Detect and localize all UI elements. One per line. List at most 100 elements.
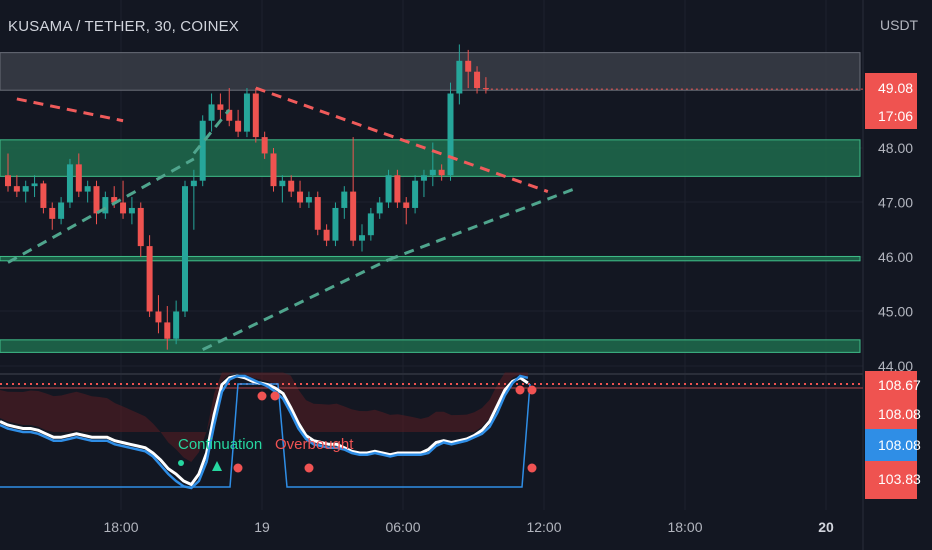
candle-body	[243, 93, 250, 132]
candle-body	[102, 197, 109, 214]
trendline-green	[202, 258, 390, 352]
candle-body	[429, 169, 436, 176]
signal-dot-red	[270, 391, 280, 401]
candle-body	[182, 186, 188, 312]
time-axis[interactable]: 18:00 19 06:00 12:00 18:00 20	[103, 519, 834, 535]
candle-body	[155, 311, 162, 323]
trendline-red	[16, 97, 124, 123]
candles[interactable]	[5, 44, 489, 350]
candle-body	[190, 180, 197, 187]
candle-body	[447, 93, 454, 176]
candle-body	[31, 183, 38, 187]
candle-body	[84, 186, 91, 192]
signal-labels: Continuation Overbought	[178, 436, 354, 453]
signal-dot-red	[233, 463, 243, 473]
candle-body	[297, 191, 304, 203]
signal-dot-red	[257, 391, 267, 401]
candle-body	[49, 207, 56, 219]
signal-dot-green	[178, 460, 184, 466]
signal-continuation: Continuation	[178, 436, 262, 453]
candle-body	[111, 197, 118, 203]
candle-body	[22, 186, 29, 192]
x-tick-label: 18:00	[667, 519, 702, 535]
candle-body	[385, 175, 392, 203]
osc-value-label: 108.08	[878, 437, 921, 453]
candle-body	[137, 207, 144, 247]
candle-body	[66, 164, 73, 203]
zone-gray	[0, 52, 861, 91]
x-tick-label: 18:00	[103, 519, 138, 535]
osc-badge-2	[865, 399, 917, 429]
candle-body	[75, 164, 82, 192]
x-tick-label: 19	[254, 519, 270, 535]
candle-body	[217, 104, 224, 110]
candle-body	[128, 207, 135, 214]
y-tick-label: 45.00	[878, 304, 913, 320]
candle-body	[146, 246, 153, 312]
candle-body	[13, 186, 20, 192]
candle-body	[394, 175, 401, 203]
candle-body	[173, 311, 180, 339]
price-axis[interactable]: USDT 44.00 45.00 46.00 47.00 48.00 49.08…	[865, 17, 921, 499]
candle-body	[474, 71, 481, 89]
zone-green	[0, 339, 861, 353]
trendlines[interactable]	[7, 86, 863, 352]
y-tick-label: 44.00	[878, 358, 913, 374]
candle-body	[235, 120, 242, 132]
candle-body	[332, 207, 339, 241]
candle-body	[367, 213, 374, 236]
candle-body	[5, 175, 11, 187]
osc-value-label: 103.83	[878, 471, 921, 487]
candle-body	[270, 153, 277, 187]
osc-series-blue	[0, 374, 529, 490]
candle-body	[40, 183, 47, 208]
trendline-red	[255, 86, 549, 194]
candle-body	[359, 235, 365, 241]
candle-body	[261, 137, 268, 154]
zones	[0, 52, 861, 353]
last-price-label: 49.08	[878, 80, 913, 96]
x-tick-label: 06:00	[385, 519, 420, 535]
oscillator-pane	[0, 372, 863, 490]
candle-body	[120, 202, 127, 214]
candle-body	[288, 180, 295, 192]
candle-body	[58, 202, 65, 219]
candle-body	[199, 120, 206, 181]
signal-dot-red	[515, 385, 525, 395]
candle-body	[208, 104, 215, 121]
candle-body	[93, 186, 100, 214]
signal-dot-red	[304, 463, 314, 473]
zone-green	[0, 255, 861, 262]
candle-body	[412, 180, 419, 208]
countdown-label: 17:06	[878, 108, 913, 124]
candle-body	[305, 197, 312, 203]
candle-body	[376, 202, 383, 214]
osc-band	[0, 372, 528, 462]
x-tick-label: 20	[818, 519, 834, 535]
signal-triangle-green	[212, 461, 222, 471]
y-tick-label: 48.00	[878, 140, 913, 156]
signal-dot-red	[527, 385, 537, 395]
candle-body	[279, 180, 286, 187]
signal-overbought: Overbought	[275, 436, 354, 453]
candle-body	[350, 191, 357, 241]
osc-step-line	[0, 383, 531, 488]
candle-body	[252, 93, 259, 138]
candle-body	[456, 60, 463, 94]
candle-body	[341, 191, 348, 208]
candle-body	[438, 169, 445, 176]
candle-body	[465, 60, 472, 72]
trendline-green	[192, 108, 231, 155]
candle-body	[323, 229, 330, 241]
candle-body	[482, 88, 489, 90]
y-tick-label: 47.00	[878, 195, 913, 211]
x-tick-label: 12:00	[526, 519, 561, 535]
osc-badge-4	[865, 461, 917, 499]
osc-value-label: 108.67	[878, 377, 921, 393]
y-tick-label: 46.00	[878, 249, 913, 265]
trendline-green	[7, 157, 195, 264]
candle-body	[403, 202, 410, 208]
candle-body	[420, 175, 427, 181]
signal-dot-red	[527, 463, 537, 473]
